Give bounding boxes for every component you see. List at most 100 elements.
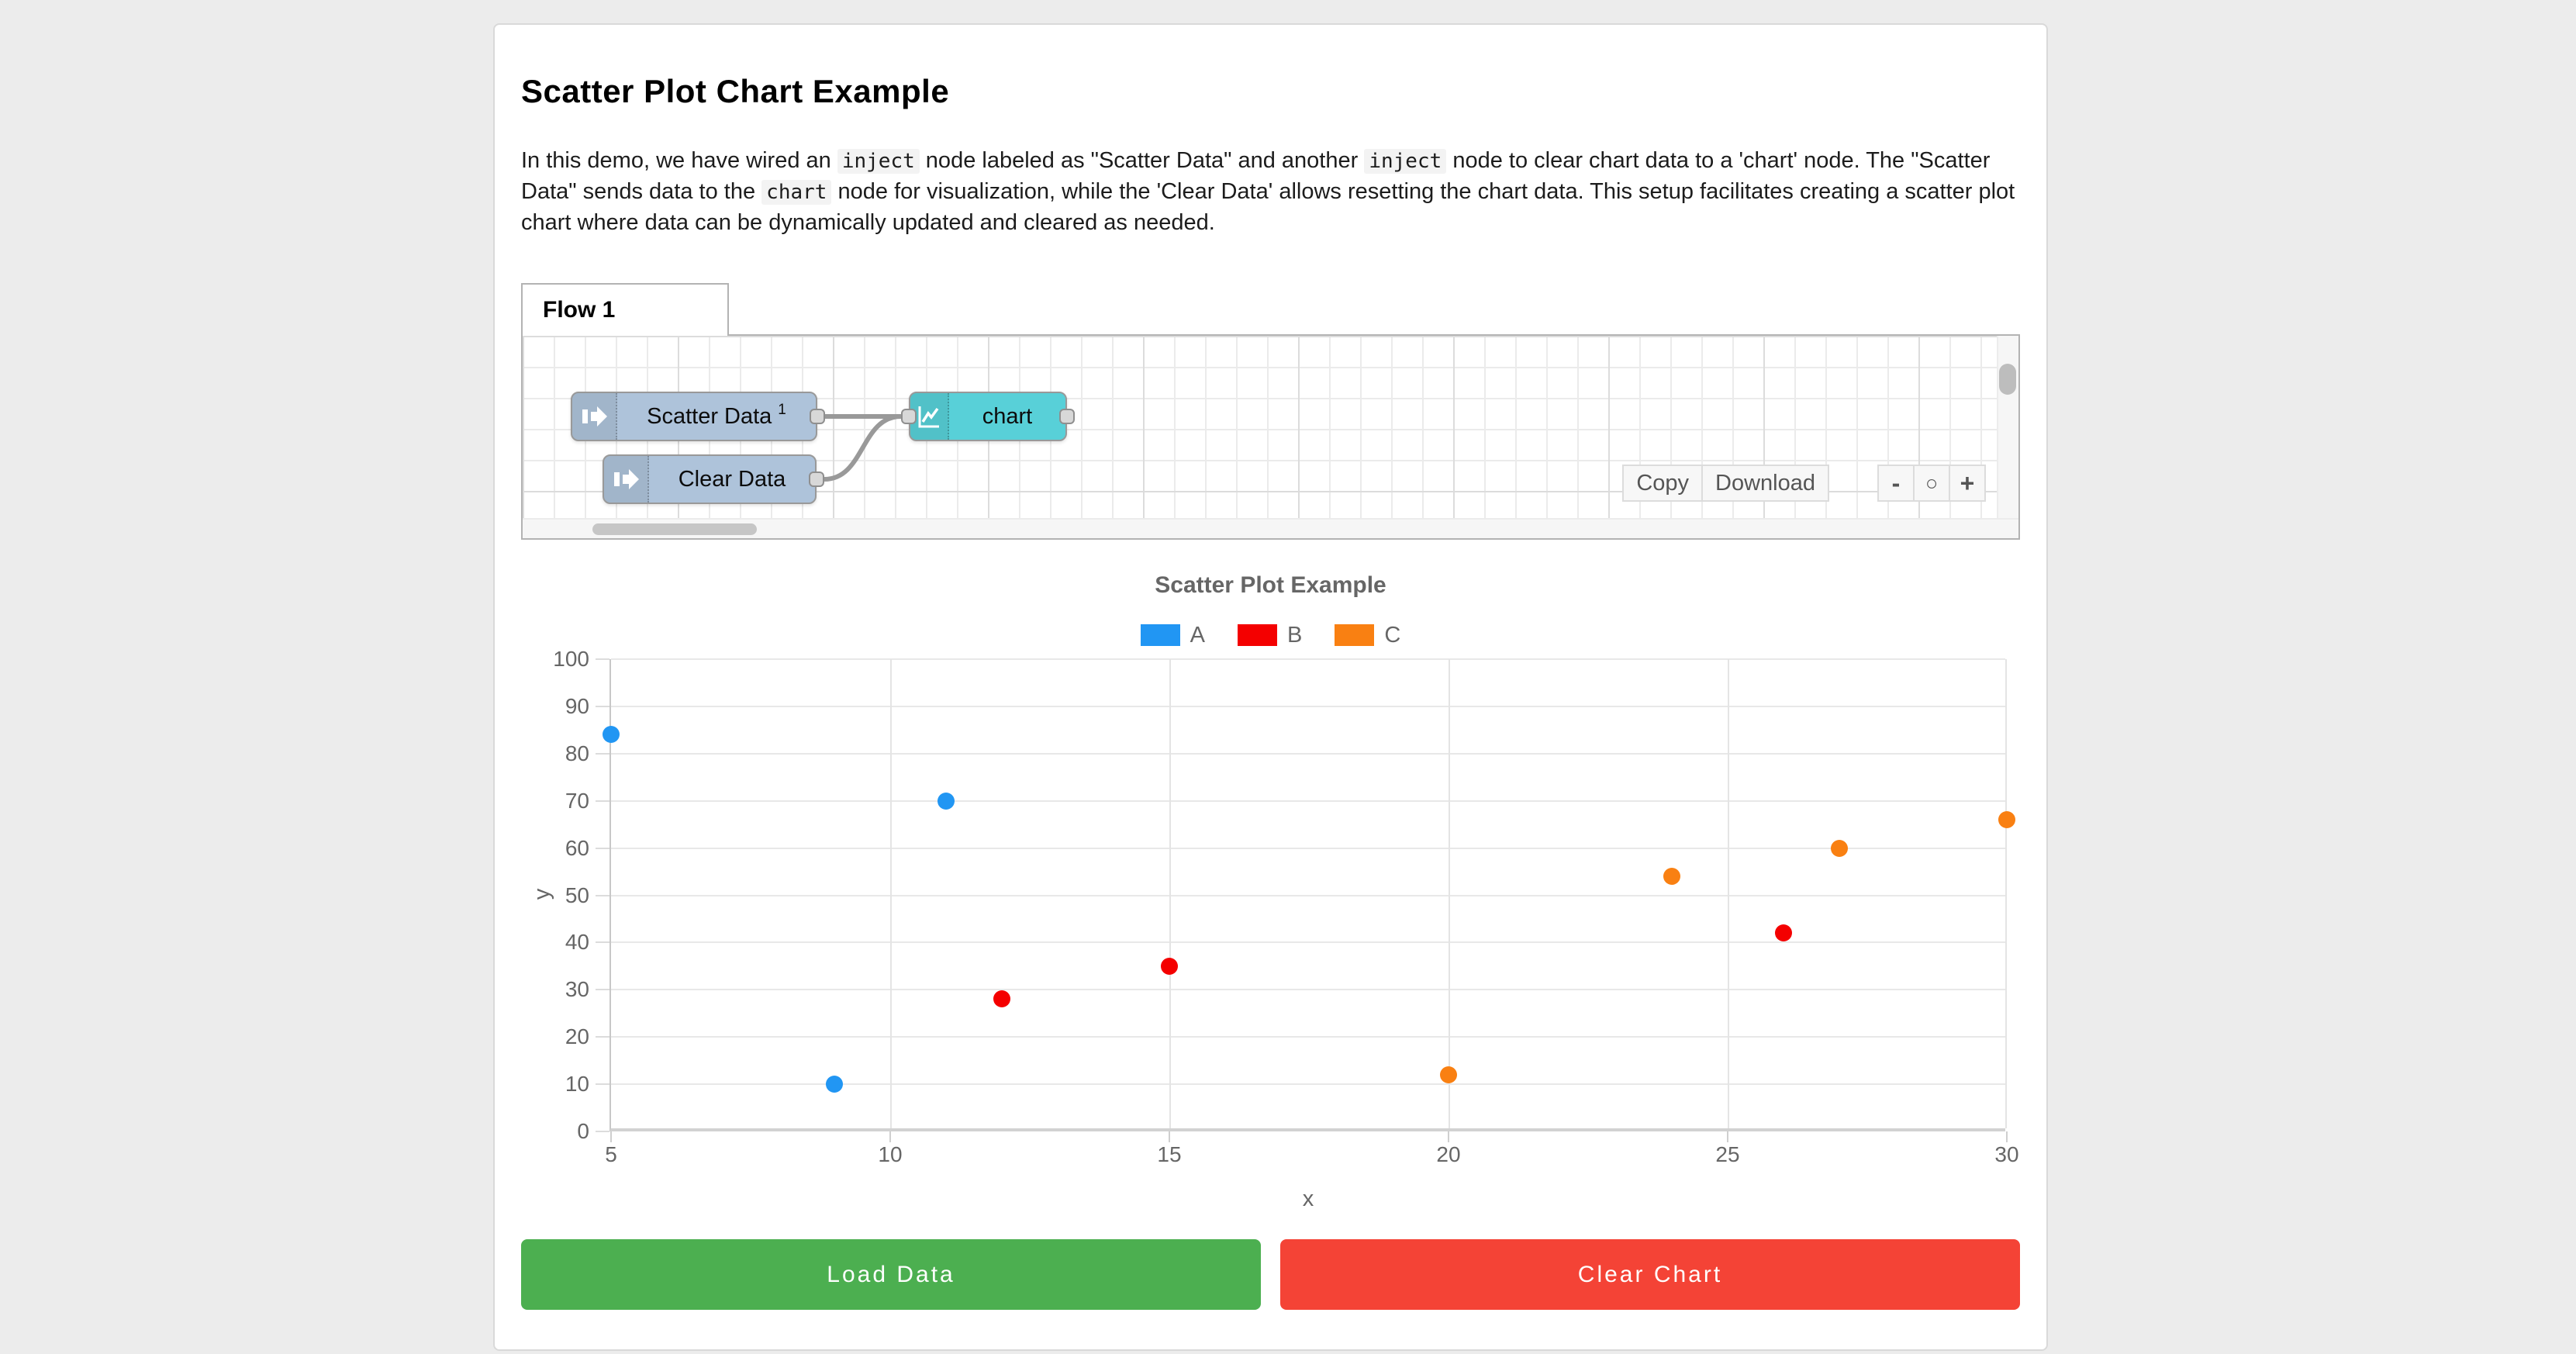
node-label-chart: chart (982, 403, 1033, 429)
x-gridline (1449, 659, 1450, 1128)
legend-label: B (1287, 622, 1303, 648)
output-port[interactable] (1059, 409, 1075, 424)
y-tick-label: 60 (565, 835, 589, 860)
legend-item-A[interactable]: A (1140, 622, 1206, 648)
x-tick-label: 25 (1715, 1142, 1740, 1166)
inject-node-scatter-data[interactable]: Scatter Data 1 (571, 392, 825, 441)
output-port[interactable] (810, 409, 825, 424)
y-tick-label: 30 (565, 977, 589, 1002)
scatter-point-C (1831, 839, 1848, 857)
download-button[interactable]: Download (1701, 465, 1829, 502)
flow-tab[interactable]: Flow 1 (521, 283, 729, 336)
y-tick-mark (596, 941, 609, 944)
x-tick-mark (1727, 1131, 1728, 1142)
flow-tab-label: Flow 1 (543, 297, 616, 323)
x-tick-mark (2006, 1131, 2008, 1142)
scatter-point-C (1998, 811, 2015, 829)
x-tick-mark (1169, 1131, 1170, 1142)
output-port[interactable] (809, 471, 824, 487)
legend-swatch (1238, 624, 1278, 646)
x-tick-mark (889, 1131, 891, 1142)
node-repeat-superscript: 1 (778, 402, 786, 418)
copy-button[interactable]: Copy (1622, 465, 1704, 502)
chart-legend: A B C (521, 622, 2020, 648)
y-gridline (611, 1083, 2005, 1086)
y-gridline (611, 989, 2005, 991)
y-gridline (611, 941, 2005, 944)
intro-text: node for visualization, while the 'Clear… (521, 179, 2015, 235)
legend-item-B[interactable]: B (1238, 623, 1302, 648)
y-axis-label: y (529, 888, 554, 900)
scatter-point-A (603, 726, 620, 744)
zoom-reset-button[interactable]: ○ (1913, 465, 1950, 502)
intro-text: node to clear chart data to a 'chart' no… (521, 148, 1991, 204)
y-tick-label: 0 (577, 1119, 589, 1143)
y-gridline (611, 847, 2005, 849)
intro-text: node labeled as "Scatter Data" and anoth… (919, 148, 1365, 173)
inject-arrow-icon (604, 456, 649, 503)
x-tick-label: 15 (1157, 1142, 1182, 1166)
y-gridline (611, 752, 2005, 755)
input-port[interactable] (901, 409, 917, 424)
chart-title: Scatter Plot Example (1155, 572, 1386, 598)
legend-swatch (1140, 624, 1180, 646)
x-tick-label: 10 (878, 1142, 903, 1166)
x-axis-label: x (1302, 1186, 1314, 1211)
horizontal-scrollbar (523, 518, 2018, 538)
flow-editor: Flow 1 Scatter Data 1 (521, 283, 2020, 540)
y-gridline (611, 1036, 2005, 1038)
action-buttons-row: Load Data Clear Chart (521, 1239, 2020, 1310)
inject-arrow-icon (572, 393, 617, 440)
y-tick-mark (596, 847, 609, 849)
inject-node-clear-data[interactable]: Clear Data (603, 454, 824, 504)
scatter-point-B (1775, 924, 1792, 942)
y-tick-mark (596, 752, 609, 755)
zoom-in-button[interactable]: + (1949, 465, 1986, 502)
x-tick-mark (1448, 1131, 1449, 1142)
x-gridline (890, 659, 892, 1128)
scatter-chart: Scatter Plot Example A B C 0 10 20 30 40 50 60 70… (521, 572, 2020, 1216)
zoom-out-button[interactable]: - (1877, 465, 1915, 502)
y-gridline (611, 658, 2005, 660)
y-gridline (611, 894, 2005, 896)
node-label-scatter-data: Scatter Data 1 (647, 402, 786, 429)
scatter-point-A (826, 1076, 843, 1093)
legend-label: A (1190, 622, 1206, 648)
intro-text: In this demo, we have wired an (521, 148, 837, 173)
x-gridline (1728, 659, 1729, 1128)
vertical-scrollbar (1997, 336, 2018, 518)
chart-node[interactable]: chart (901, 392, 1075, 441)
scatter-point-B (993, 990, 1010, 1008)
intro-paragraph: In this demo, we have wired an inject no… (521, 146, 2020, 238)
content-card: Scatter Plot Chart Example In this demo,… (493, 23, 2048, 1351)
y-tick-label: 40 (565, 930, 589, 955)
x-tick-label: 20 (1436, 1142, 1461, 1166)
inline-code: inject (837, 149, 920, 174)
wire-clear-to-chart (822, 414, 903, 482)
legend-swatch (1335, 624, 1375, 646)
plot-area: 0 10 20 30 40 50 60 70 80 90 100 5 10 15 20 25 30 y x (530, 647, 2019, 1211)
y-tick-mark (596, 1036, 609, 1038)
page-title: Scatter Plot Chart Example (521, 73, 950, 109)
y-tick-mark (596, 705, 609, 707)
scatter-point-C (1663, 868, 1680, 886)
y-gridline (611, 800, 2005, 802)
y-tick-mark (596, 658, 609, 660)
y-tick-label: 20 (565, 1024, 589, 1049)
x-gridline (2005, 659, 2007, 1128)
load-data-button[interactable]: Load Data (521, 1239, 1261, 1310)
horizontal-scrollbar-thumb[interactable] (592, 523, 757, 535)
y-tick-mark (596, 800, 609, 802)
chart-line-icon (910, 393, 949, 440)
x-tick-label: 30 (1994, 1142, 2019, 1166)
y-tick-label: 100 (553, 647, 589, 671)
y-tick-mark (596, 1131, 609, 1132)
legend-item-C[interactable]: C (1335, 623, 1400, 648)
x-tick-label: 5 (605, 1142, 617, 1166)
clear-chart-button[interactable]: Clear Chart (1280, 1239, 2020, 1310)
flow-canvas[interactable]: Scatter Data 1 Clear Data (521, 334, 2020, 540)
y-tick-mark (596, 894, 609, 896)
scatter-point-B (1161, 957, 1178, 975)
vertical-scrollbar-thumb[interactable] (1999, 364, 2016, 395)
inline-code: chart (761, 180, 832, 205)
